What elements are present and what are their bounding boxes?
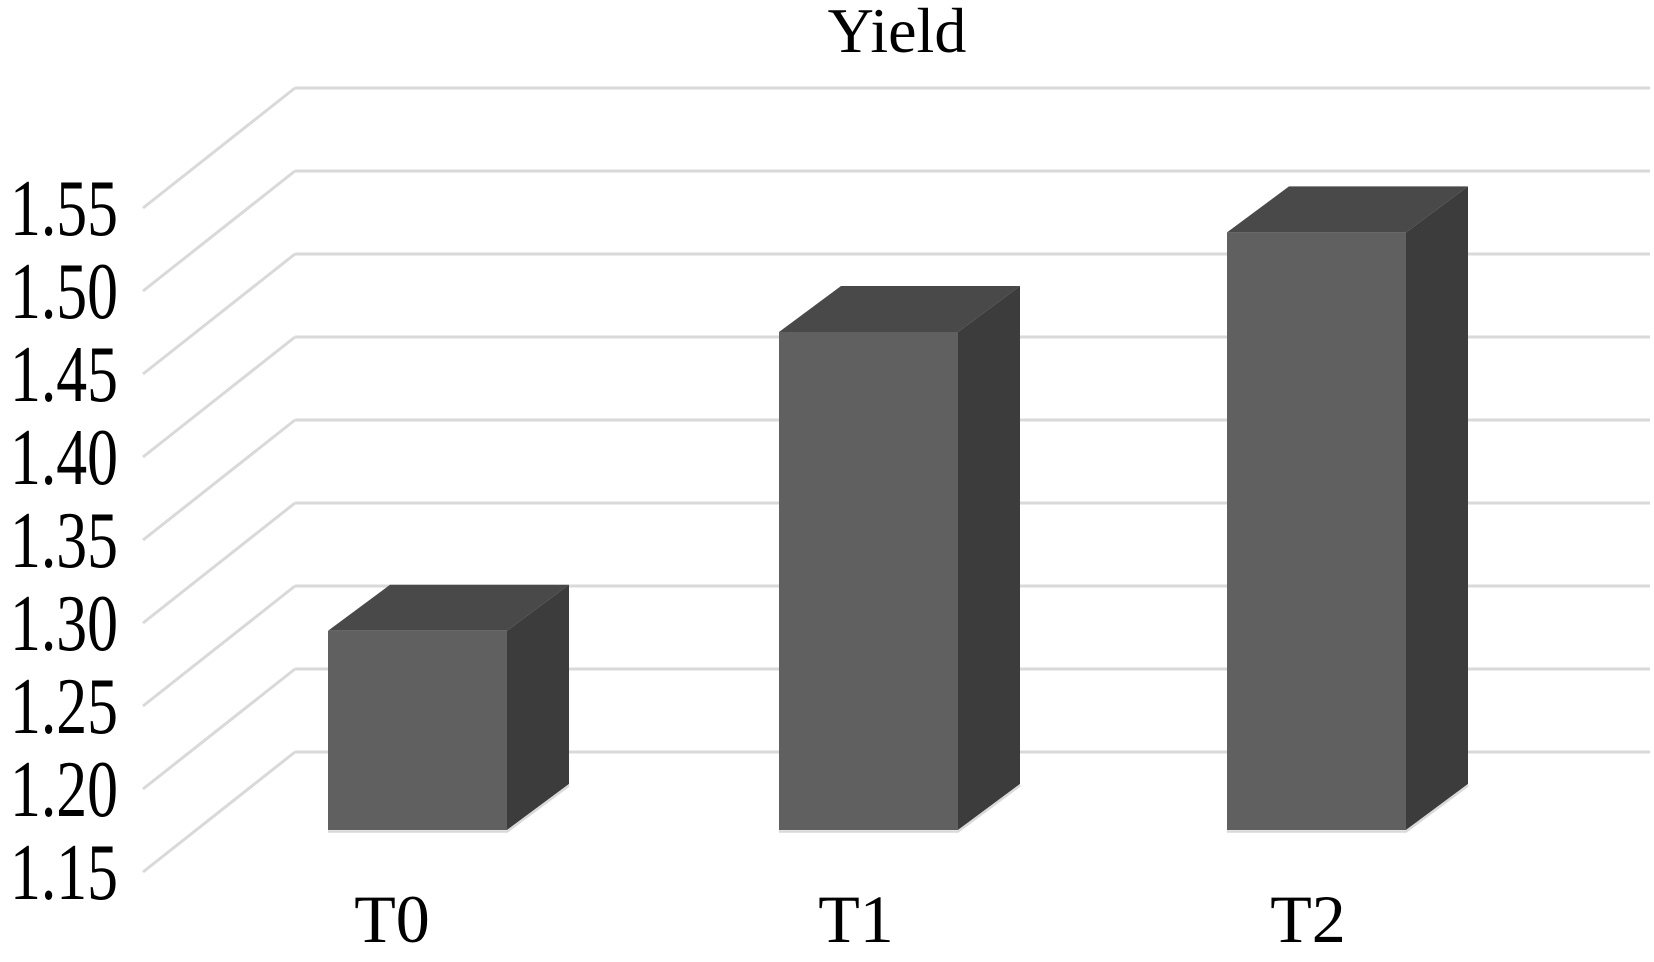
- gridline-depth-1.20: [142, 667, 296, 791]
- bar-top-face-T1: [779, 286, 1020, 332]
- gridline-depth-1.30: [142, 501, 296, 625]
- gridline-depth-1.45: [142, 252, 296, 376]
- gridline-depth-1.40: [142, 335, 296, 459]
- bar-floor-edge-T0: [328, 784, 570, 833]
- bar-T1: [779, 332, 958, 830]
- bars-group: [328, 186, 1469, 833]
- y-axis-tick-label-1.55: 1.55: [10, 165, 118, 253]
- y-axis-tick-label-1.50: 1.50: [10, 248, 118, 336]
- bar-side-face-T0: [507, 584, 569, 830]
- gridline-depth-1.35: [142, 418, 296, 542]
- y-axis-tick-label-1.30: 1.30: [10, 580, 118, 668]
- gridline-depth-1.55: [142, 86, 296, 210]
- bar-floor-edge-T2: [1227, 784, 1469, 833]
- y-axis-tick-label-1.15: 1.15: [10, 829, 118, 917]
- bar-floor-edge-T1: [779, 784, 1021, 833]
- category-label-T1: T1: [818, 881, 894, 957]
- bar-side-face-T1: [958, 286, 1020, 830]
- bar-side-face-T2: [1406, 186, 1468, 830]
- gridline-depth-1.25: [142, 584, 296, 708]
- chart-title: Yield: [828, 0, 967, 66]
- bar-T2: [1227, 232, 1406, 830]
- category-label-T2: T2: [1270, 881, 1346, 957]
- y-axis-tick-label-1.45: 1.45: [10, 331, 118, 419]
- bar-top-face-T0: [328, 584, 569, 631]
- y-axis-labels-group: 1.551.501.451.401.351.301.251.201.15: [10, 165, 118, 917]
- category-label-T0: T0: [354, 881, 430, 957]
- x-axis-labels-group: T0 T1 T2: [354, 881, 1346, 957]
- bar-top-face-T2: [1227, 186, 1468, 233]
- y-axis-tick-label-1.40: 1.40: [10, 414, 118, 502]
- y-axis-tick-label-1.25: 1.25: [10, 663, 118, 751]
- gridline-depth-1.15: [142, 750, 296, 874]
- y-axis-tick-label-1.20: 1.20: [10, 746, 118, 834]
- bar-T0: [328, 630, 507, 830]
- gridline-depth-1.50: [142, 169, 296, 293]
- y-axis-tick-label-1.35: 1.35: [10, 497, 118, 585]
